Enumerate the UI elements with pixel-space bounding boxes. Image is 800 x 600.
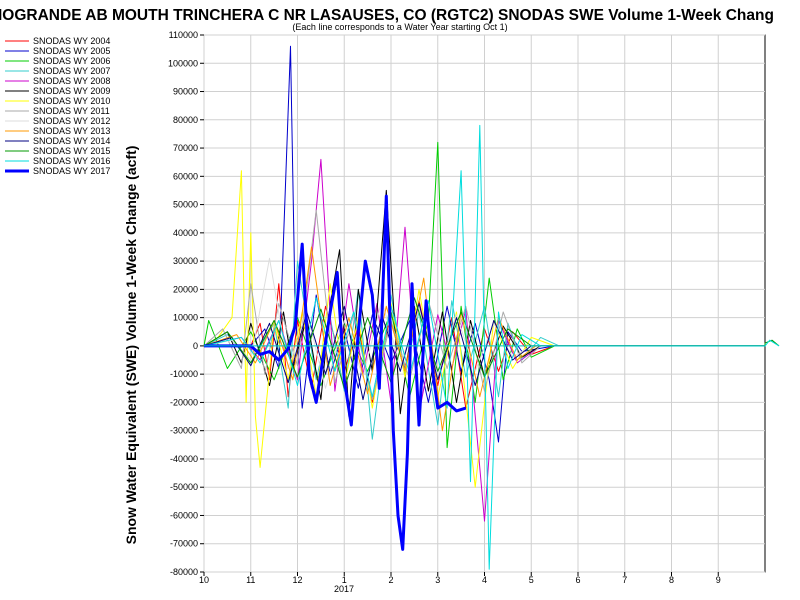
x-tick-label: 5 bbox=[529, 575, 534, 585]
y-tick-label: 70000 bbox=[173, 143, 198, 153]
y-tick-label: -50000 bbox=[170, 482, 198, 492]
y-tick-label: -10000 bbox=[170, 369, 198, 379]
y-tick-label: -30000 bbox=[170, 426, 198, 436]
y-tick-label: -80000 bbox=[170, 567, 198, 577]
x-tick-label: 8 bbox=[669, 575, 674, 585]
legend-label: SNODAS WY 2015 bbox=[33, 146, 110, 156]
x-tick-label: 4 bbox=[482, 575, 487, 585]
series-line bbox=[203, 124, 780, 570]
x-tick-label: 12 bbox=[292, 575, 302, 585]
y-tick-label: 20000 bbox=[173, 284, 198, 294]
legend-label: SNODAS WY 2005 bbox=[33, 46, 110, 56]
x-tick-label: 11 bbox=[246, 575, 255, 585]
y-tick-label: -40000 bbox=[170, 454, 198, 464]
y-tick-label: 40000 bbox=[173, 228, 198, 238]
x-axis-ticks: 10 11 12 1 2 3 4 5 6 7 8 9 bbox=[199, 572, 721, 585]
x-tick-label: 2 bbox=[388, 575, 393, 585]
y-tick-label: 100000 bbox=[168, 58, 198, 68]
y-tick-label: 0 bbox=[193, 341, 198, 351]
legend-label: SNODAS WY 2013 bbox=[33, 126, 110, 136]
y-tick-label: 110000 bbox=[169, 30, 198, 40]
x-tick-label: 3 bbox=[435, 575, 440, 585]
y-tick-label: -20000 bbox=[170, 397, 198, 407]
series-line bbox=[203, 209, 765, 401]
legend-label: SNODAS WY 2014 bbox=[33, 136, 110, 146]
series-line bbox=[204, 194, 467, 551]
legend-label: SNODAS WY 2006 bbox=[33, 56, 110, 66]
legend-label: SNODAS WY 2017 bbox=[33, 166, 110, 176]
y-axis-ticks: -80000 -70000 -60000 -50000 -40000 -30000 -200… bbox=[168, 30, 204, 577]
series-lines bbox=[203, 45, 780, 570]
y-axis-label: Snow Water Equivalent (SWE) Volume 1-Wee… bbox=[123, 146, 139, 545]
x-tick-label: 7 bbox=[622, 575, 627, 585]
chart-title: IOGRANDE AB MOUTH TRINCHERA C NR LASAUSE… bbox=[0, 7, 774, 24]
y-tick-label: 80000 bbox=[173, 115, 198, 125]
x-tick-label: 6 bbox=[575, 575, 580, 585]
y-tick-label: -60000 bbox=[170, 510, 198, 520]
chart-subtitle: (Each line corresponds to a Water Year s… bbox=[292, 22, 507, 32]
y-tick-label: 60000 bbox=[173, 171, 198, 181]
x-tick-label: 9 bbox=[716, 575, 721, 585]
y-tick-label: 30000 bbox=[173, 256, 198, 266]
y-tick-label: 90000 bbox=[173, 87, 198, 97]
x-tick-label: 1 bbox=[342, 575, 347, 585]
y-tick-label: 10000 bbox=[173, 313, 198, 323]
legend-label: SNODAS WY 2007 bbox=[33, 66, 110, 76]
x-tick-label: 10 bbox=[199, 575, 209, 585]
legend-label: SNODAS WY 2010 bbox=[33, 96, 110, 106]
legend-label: SNODAS WY 2016 bbox=[33, 156, 110, 166]
series-line bbox=[203, 189, 765, 418]
y-tick-label: 50000 bbox=[173, 200, 198, 210]
x-year-label: 2017 bbox=[334, 584, 354, 594]
legend-label: SNODAS WY 2011 bbox=[33, 106, 110, 116]
legend-label: SNODAS WY 2004 bbox=[33, 36, 110, 46]
legend-label: SNODAS WY 2009 bbox=[33, 86, 110, 96]
y-tick-label: -70000 bbox=[170, 539, 198, 549]
legend-label: SNODAS WY 2008 bbox=[33, 76, 110, 86]
legend-label: SNODAS WY 2012 bbox=[33, 116, 110, 126]
